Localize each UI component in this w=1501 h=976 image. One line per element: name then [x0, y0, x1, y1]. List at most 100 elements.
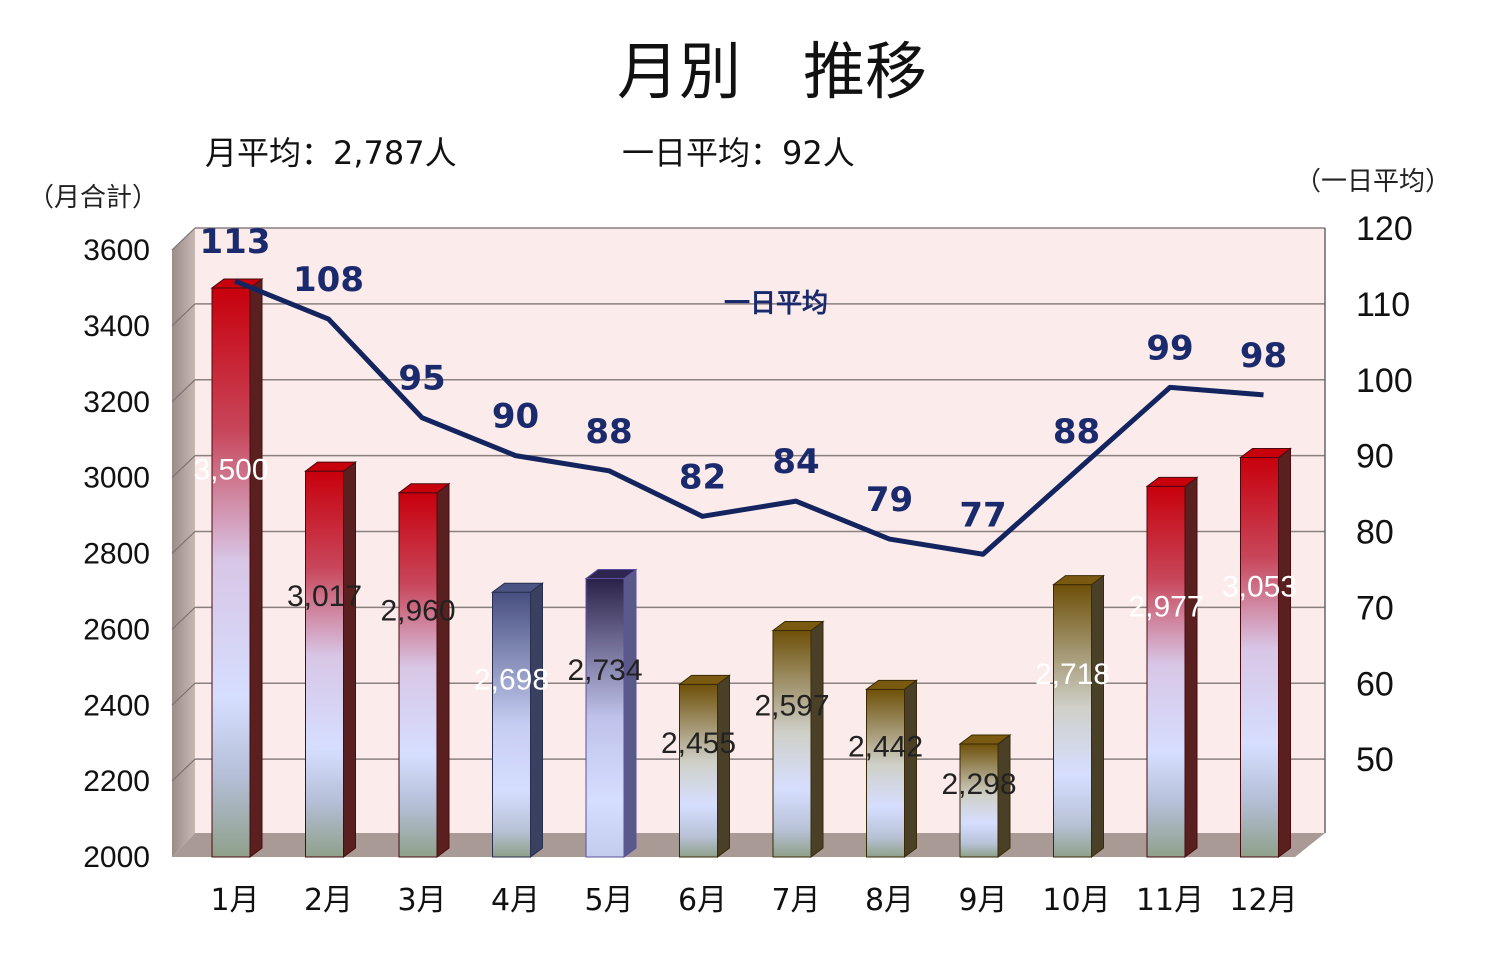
bar — [771, 620, 825, 858]
bar — [958, 733, 1012, 858]
bar-data-label: 2,718 — [1035, 658, 1110, 691]
line-data-label: 88 — [585, 412, 632, 452]
gridline-side — [171, 531, 196, 554]
line-data-label: 88 — [1053, 412, 1100, 452]
line-data-label: 113 — [200, 222, 271, 262]
line-data-label: 82 — [679, 457, 726, 497]
bar-data-label: 2,298 — [941, 768, 1016, 801]
bar-front — [1053, 584, 1092, 858]
line-data-label: 99 — [1146, 328, 1193, 368]
category-label: 12月 — [1229, 883, 1297, 918]
right-tick-label: 50 — [1356, 741, 1394, 779]
bar-front — [679, 683, 718, 858]
right-tick-label: 80 — [1356, 514, 1394, 552]
left-tick-label: 2000 — [83, 841, 150, 874]
bar-top — [491, 582, 544, 593]
bar-side — [436, 482, 450, 858]
category-label: 7月 — [771, 883, 820, 918]
bar-front — [772, 630, 812, 858]
bar-data-label: 2,455 — [661, 727, 736, 760]
daily-average-series: 113 108 95 90 88 82 84 79 77 88 99 98 — [200, 222, 1287, 557]
line-data-label: 77 — [959, 495, 1006, 535]
left-tick-label: 2400 — [83, 689, 150, 722]
bar — [304, 461, 357, 858]
right-tick-label: 120 — [1356, 210, 1413, 248]
bar-top — [397, 483, 451, 494]
bar — [584, 568, 638, 858]
bar-data-label: 3,017 — [287, 580, 362, 613]
line-data-label: 98 — [1240, 336, 1287, 376]
left-axis-ticks: 2000 2200 2400 2600 2800 3000 3200 3400 3600 — [83, 234, 150, 874]
bar-series — [210, 277, 1292, 858]
bar-side — [1184, 476, 1198, 858]
line-data-label: 108 — [293, 260, 364, 300]
bar-top — [304, 461, 357, 472]
bar-top — [958, 734, 1012, 745]
left-tick-label: 2800 — [83, 538, 150, 571]
bar-side — [1091, 574, 1104, 858]
left-tick-label: 3000 — [83, 462, 150, 495]
bar-side — [904, 679, 917, 858]
bar-top — [1145, 476, 1199, 487]
category-label: 4月 — [491, 883, 540, 918]
bar-data-labels: 3,500 3,017 2,960 2,698 2,734 2,455 2,597 2,442… — [193, 453, 1297, 801]
bar-side — [249, 277, 263, 858]
bar — [397, 482, 451, 858]
right-tick-label: 60 — [1356, 665, 1394, 703]
chart-title: 月別 推移 — [617, 35, 927, 108]
bar-data-label: 2,977 — [1128, 590, 1203, 623]
bar-side — [1278, 447, 1291, 858]
bar-top — [584, 569, 638, 580]
bar-side — [717, 674, 730, 858]
line-data-label: 90 — [492, 397, 539, 437]
right-tick-label: 110 — [1356, 286, 1410, 324]
bar — [491, 582, 544, 858]
bar-data-label: 2,698 — [474, 663, 549, 696]
left-tick-label: 3200 — [83, 386, 150, 419]
bar-top — [865, 679, 918, 690]
right-axis-unit: （一日平均） — [1295, 167, 1451, 197]
left-tick-label: 2600 — [83, 613, 150, 646]
bar-front — [1146, 485, 1186, 858]
daily-average-line — [234, 278, 1264, 557]
bar-top — [1239, 448, 1292, 459]
bar-data-label: 3,500 — [193, 453, 268, 486]
right-tick-label: 70 — [1356, 589, 1394, 627]
bar-data-label: 2,960 — [380, 595, 455, 628]
gridline-side — [171, 303, 196, 327]
bar-side — [530, 582, 543, 858]
bar — [210, 277, 264, 858]
category-label: 3月 — [397, 883, 446, 918]
line-data-label: 84 — [772, 442, 819, 482]
gridline-side — [171, 379, 196, 403]
bar-front — [305, 470, 344, 858]
left-axis-unit: （月合計） — [28, 183, 158, 213]
left-tick-label: 2200 — [83, 765, 150, 798]
bar — [1145, 476, 1199, 858]
bar-side — [343, 461, 356, 858]
gridline-side — [171, 758, 196, 782]
category-label: 8月 — [865, 883, 914, 918]
bar — [865, 679, 918, 858]
right-tick-label: 100 — [1356, 362, 1413, 400]
category-label: 1月 — [210, 883, 259, 918]
right-axis-ticks: 50 60 70 80 90 100 110 120 — [1356, 210, 1413, 779]
bar-data-label: 2,597 — [754, 690, 829, 723]
bar — [1052, 574, 1105, 858]
bar-front — [398, 492, 438, 858]
bar-front — [866, 688, 905, 858]
bar — [678, 674, 731, 858]
bar — [1239, 447, 1292, 858]
category-label: 5月 — [584, 883, 633, 918]
gridline-side — [171, 227, 196, 251]
back-wall — [195, 228, 1325, 833]
bar-side — [810, 620, 824, 858]
bar-data-label: 3,053 — [1222, 570, 1297, 603]
category-labels: 1月 2月 3月 4月 5月 6月 7月 8月 9月 10月 11月 12月 — [210, 883, 1297, 918]
left-tick-label: 3400 — [83, 310, 150, 343]
category-label: 10月 — [1042, 883, 1110, 918]
line-data-label: 79 — [866, 480, 913, 520]
category-label: 6月 — [678, 883, 727, 918]
monthly-average-text: 月平均：2,787人 — [205, 134, 457, 172]
